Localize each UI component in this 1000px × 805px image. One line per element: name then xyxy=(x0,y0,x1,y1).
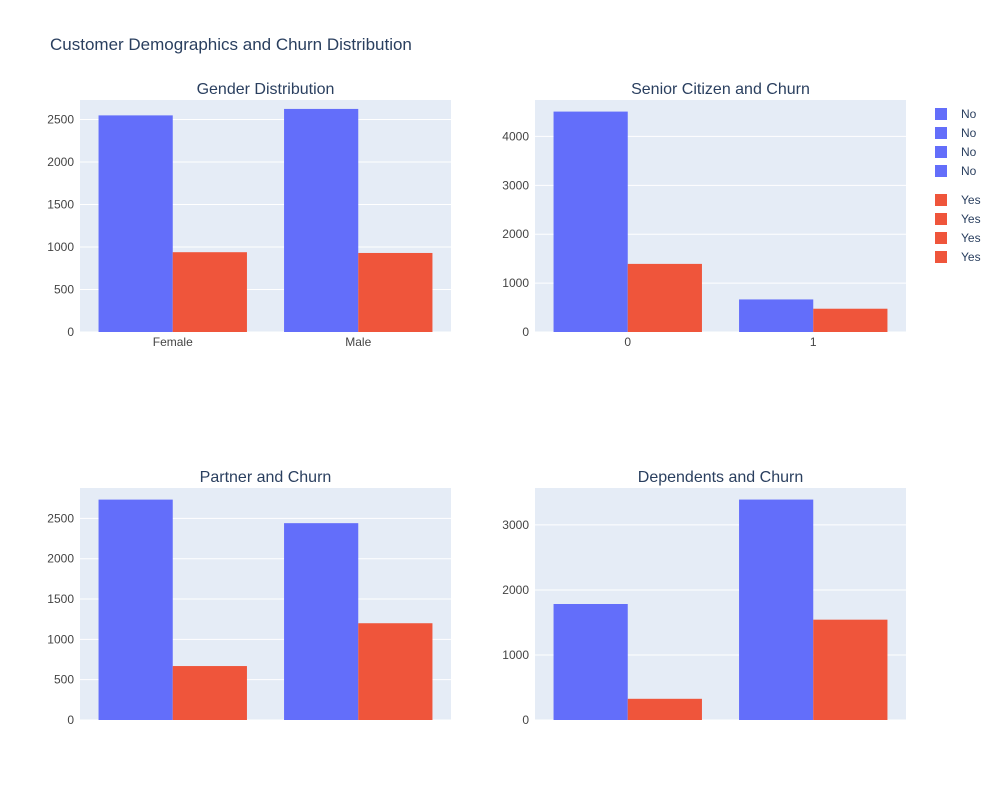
bar-yes-0[interactable] xyxy=(627,263,702,332)
y-tick-label: 1000 xyxy=(47,632,74,646)
subplot-2: 0 1000 2000 3000 4000 0 1 Senior Citizen and Ch… xyxy=(502,81,906,349)
y-tick-label: 3000 xyxy=(502,178,529,192)
legend-swatch xyxy=(935,251,947,263)
bar-no-1[interactable] xyxy=(284,523,359,720)
y-tick-label: 2500 xyxy=(47,113,74,127)
subplot-title: Dependents and Churn xyxy=(638,469,803,486)
y-tick-label: 0 xyxy=(522,325,529,339)
legend-label: Yes xyxy=(961,193,981,207)
legend-item[interactable]: No xyxy=(935,126,977,140)
bar-yes-1[interactable] xyxy=(358,623,433,720)
subplot-title: Gender Distribution xyxy=(197,81,335,98)
y-tick-label: 0 xyxy=(522,713,529,727)
bar-no-0[interactable] xyxy=(553,604,628,720)
figure-title: Customer Demographics and Churn Distribu… xyxy=(50,35,412,54)
legend-swatch xyxy=(935,194,947,206)
subplot-3: 0 500 1000 1500 2000 2500 Partner and Churn xyxy=(47,469,451,727)
subplot-4: 0 1000 2000 3000 Dependents and Churn xyxy=(502,469,906,727)
x-tick-label: Female xyxy=(153,335,193,349)
y-tick-label: 2500 xyxy=(47,511,74,525)
legend-label: Yes xyxy=(961,231,981,245)
y-tick-label: 2000 xyxy=(502,583,529,597)
y-tick-label: 3000 xyxy=(502,518,529,532)
bar-no-1[interactable] xyxy=(284,108,359,332)
legend-item[interactable]: Yes xyxy=(935,231,981,245)
bar-yes-1[interactable] xyxy=(813,619,888,720)
y-tick-label: 0 xyxy=(67,713,74,727)
legend-label: No xyxy=(961,107,977,121)
y-tick-label: 1000 xyxy=(502,276,529,290)
subplot-title: Senior Citizen and Churn xyxy=(631,81,810,98)
y-tick-label: 500 xyxy=(54,283,74,297)
subplot-title: Partner and Churn xyxy=(200,469,332,486)
x-tick-label: 0 xyxy=(624,335,631,349)
y-tick-label: 2000 xyxy=(47,552,74,566)
y-tick-label: 500 xyxy=(54,673,74,687)
legend-item[interactable]: Yes xyxy=(935,212,981,226)
bar-no-1[interactable] xyxy=(739,299,814,332)
legend-label: Yes xyxy=(961,212,981,226)
y-tick-label: 2000 xyxy=(502,227,529,241)
bar-no-0[interactable] xyxy=(98,499,173,720)
legend-item[interactable]: No xyxy=(935,145,977,159)
bar-no-0[interactable] xyxy=(553,111,628,333)
y-tick-label: 1000 xyxy=(47,240,74,254)
legend-label: No xyxy=(961,145,977,159)
legend-swatch xyxy=(935,213,947,225)
bar-no-0[interactable] xyxy=(98,115,173,332)
legend-label: Yes xyxy=(961,250,981,264)
bar-yes-1[interactable] xyxy=(813,308,888,332)
y-tick-label: 0 xyxy=(67,325,74,339)
bar-yes-0[interactable] xyxy=(627,698,702,720)
legend-label: No xyxy=(961,164,977,178)
legend-item[interactable]: Yes xyxy=(935,193,981,207)
bar-yes-0[interactable] xyxy=(172,666,247,720)
legend[interactable]: No No No No Yes Yes Yes Yes xyxy=(935,107,981,264)
y-tick-label: 1500 xyxy=(47,198,74,212)
legend-swatch xyxy=(935,165,947,177)
y-tick-label: 4000 xyxy=(502,129,529,143)
x-tick-label: Male xyxy=(345,335,371,349)
legend-swatch xyxy=(935,146,947,158)
bar-yes-1[interactable] xyxy=(358,252,433,332)
legend-item[interactable]: Yes xyxy=(935,250,981,264)
y-tick-label: 1500 xyxy=(47,592,74,606)
x-tick-label: 1 xyxy=(810,335,817,349)
legend-swatch xyxy=(935,127,947,139)
y-tick-label: 1000 xyxy=(502,648,529,662)
legend-label: No xyxy=(961,126,977,140)
legend-item[interactable]: No xyxy=(935,107,977,121)
bar-yes-0[interactable] xyxy=(172,252,247,332)
legend-swatch xyxy=(935,108,947,120)
y-tick-label: 2000 xyxy=(47,155,74,169)
subplot-1: 0 500 1000 1500 2000 2500 Female Male Gender Dis… xyxy=(47,81,451,349)
legend-item[interactable]: No xyxy=(935,164,977,178)
legend-swatch xyxy=(935,232,947,244)
bar-no-1[interactable] xyxy=(739,499,814,720)
